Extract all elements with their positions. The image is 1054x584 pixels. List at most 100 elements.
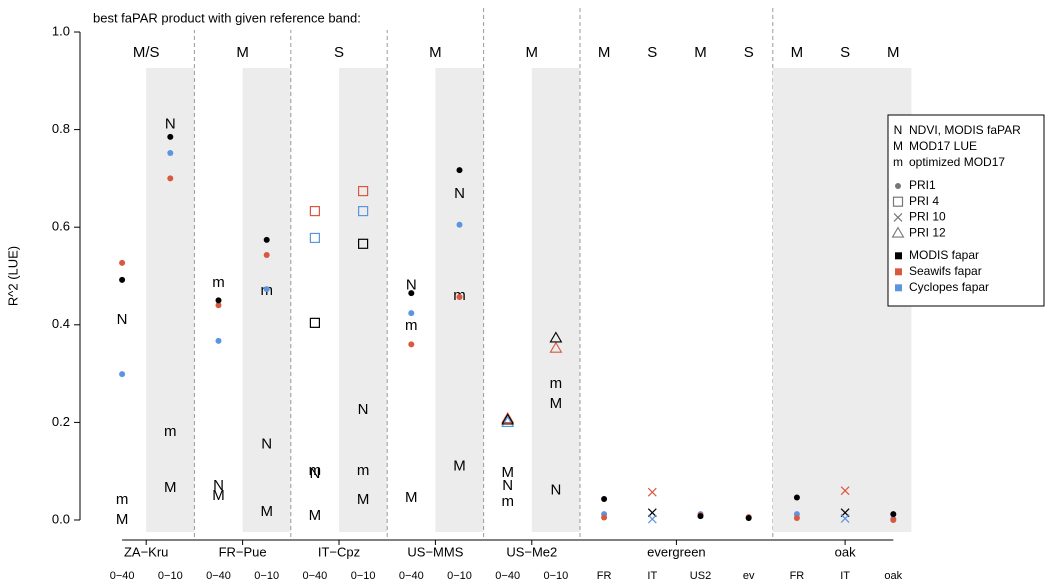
legend-swatch xyxy=(895,284,902,292)
letter-point: N xyxy=(213,477,224,494)
y-tick-label: 0.8 xyxy=(52,121,70,136)
point xyxy=(647,508,657,518)
group-label: oak xyxy=(835,544,856,559)
legend-label: PRI1 xyxy=(909,178,936,192)
letter-point: M xyxy=(550,395,563,412)
point xyxy=(119,259,126,266)
point xyxy=(167,133,174,140)
letter-point: m xyxy=(550,375,563,392)
legend-marker xyxy=(892,196,904,207)
x-category-label: US2 xyxy=(690,570,711,582)
point xyxy=(647,487,657,497)
letter-point: M xyxy=(453,457,466,474)
letter-point: N xyxy=(309,465,320,482)
point xyxy=(215,297,222,304)
legend-symbol: m xyxy=(893,155,903,169)
point xyxy=(309,317,320,328)
letter-point: M xyxy=(260,503,273,520)
best-band: S xyxy=(840,44,850,61)
x-category-label: 0−10 xyxy=(351,570,376,582)
legend-label: PRI 12 xyxy=(909,225,946,239)
legend-label: MODIS fapar xyxy=(909,248,979,262)
group-label: IT−Cpz xyxy=(318,544,360,559)
legend-label: Cyclopes fapar xyxy=(909,280,989,294)
legend-label: NDVI, MODIS faPAR xyxy=(909,123,1021,137)
legend-marker xyxy=(895,183,901,189)
best-band: S xyxy=(647,44,657,61)
point xyxy=(890,511,897,518)
point xyxy=(215,337,222,344)
letter-point: N xyxy=(165,116,176,133)
x-category-label: FR xyxy=(597,570,612,582)
point xyxy=(215,302,222,309)
y-axis-title: R^2 (LUE) xyxy=(5,246,20,306)
letter-point: M xyxy=(116,511,129,528)
point xyxy=(358,238,369,249)
letter-point: M xyxy=(405,489,418,506)
letter-point: N xyxy=(117,311,128,328)
letter-point: m xyxy=(116,491,129,508)
letter-point: M xyxy=(212,487,225,504)
x-category-label: 0−10 xyxy=(544,570,569,582)
shade-band xyxy=(531,68,580,532)
x-category-label: 0−40 xyxy=(110,570,135,582)
point xyxy=(840,486,850,496)
point xyxy=(501,413,515,425)
legend-label: PRI 4 xyxy=(909,194,939,208)
point xyxy=(549,331,563,343)
point xyxy=(263,236,270,243)
point xyxy=(167,150,174,157)
point xyxy=(890,517,897,523)
letter-point: N xyxy=(454,185,465,202)
point xyxy=(840,514,850,523)
letter-point: M xyxy=(309,507,322,524)
best-band: S xyxy=(334,44,344,61)
best-band: M xyxy=(429,44,442,61)
legend-label: optimized MOD17 xyxy=(909,155,1005,169)
letter-point: N xyxy=(502,477,513,494)
y-tick-label: 1.0 xyxy=(52,23,70,38)
point xyxy=(358,205,369,217)
letter-point: m xyxy=(164,423,177,440)
x-category-label: 0−40 xyxy=(303,570,328,582)
letter-point: N xyxy=(358,401,369,418)
point xyxy=(263,286,270,293)
point xyxy=(119,371,126,378)
shade-band xyxy=(242,68,291,532)
point xyxy=(601,514,608,521)
group-label: FR−Pue xyxy=(219,544,267,559)
x-category-label: 0−10 xyxy=(447,570,472,582)
x-category-label: oak xyxy=(884,570,902,582)
legend-symbol: N xyxy=(894,123,903,137)
point xyxy=(408,310,415,317)
best-band: M xyxy=(791,44,804,61)
point xyxy=(549,341,563,353)
x-category-label: 0−10 xyxy=(254,570,279,582)
best-band: M xyxy=(236,44,249,61)
x-category-label: 0−40 xyxy=(495,570,520,582)
best-band: M xyxy=(598,44,611,61)
legend-symbol: M xyxy=(893,139,903,153)
letter-point: m xyxy=(309,462,322,479)
x-category-label: ev xyxy=(743,570,755,582)
y-tick-label: 0.4 xyxy=(52,316,70,331)
best-band: M xyxy=(694,44,707,61)
annotation-box xyxy=(86,8,458,30)
x-category-label: IT xyxy=(840,570,850,582)
best-band: M xyxy=(887,44,900,61)
point xyxy=(793,515,800,522)
best-band: M/S xyxy=(133,44,160,61)
group-label: US−MMS xyxy=(407,544,463,559)
point xyxy=(793,494,800,501)
x-category-label: 0−40 xyxy=(399,570,424,582)
point xyxy=(501,415,515,427)
point xyxy=(601,496,608,503)
letter-point: m xyxy=(501,493,514,510)
legend-label: PRI 10 xyxy=(909,210,946,224)
point xyxy=(358,185,369,197)
point xyxy=(745,515,752,522)
point xyxy=(456,293,463,300)
group-label: US−Me2 xyxy=(506,544,557,559)
letter-point: m xyxy=(212,274,225,291)
